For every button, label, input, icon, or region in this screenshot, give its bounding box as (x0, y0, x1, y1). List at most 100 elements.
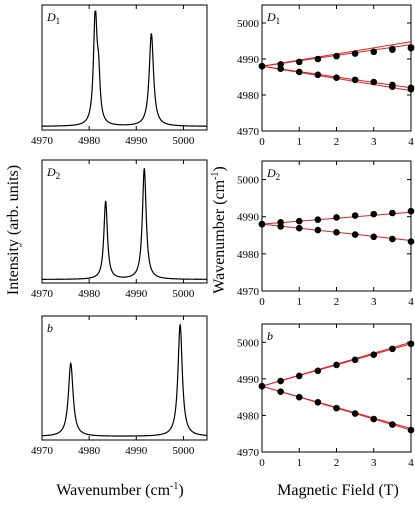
field-panel-3-y-tick-label: 4990 (237, 374, 260, 386)
field-panel-3-x-tick-label: 3 (371, 457, 377, 469)
field-panel-1-x-tick-label: 2 (334, 136, 340, 148)
field-panel-1-x-tick-label: 1 (297, 136, 303, 148)
spectrum-panel-2-x-tick-label: 5000 (172, 288, 195, 300)
field-panel-2-data-point (333, 229, 340, 236)
field-panel-1-data-point (407, 44, 415, 51)
field-panel-1-data-point (314, 71, 322, 79)
field-panel-1-data-point (351, 76, 359, 84)
field-panel-3-data-point (277, 377, 284, 385)
field-panel-2-data-point (351, 231, 359, 238)
field-panel-1-data-point (314, 55, 322, 63)
field-panel-1-data-point (389, 45, 396, 53)
spectrum-panel-2-frame (41, 159, 208, 284)
left-x-axis-title-end: ) (178, 482, 183, 499)
field-panel-2-label-subscript: 2 (276, 172, 281, 182)
panels: 4970 4980 4990 5000 D1 4970 4980 4990 5000 D2 4970… (31, 4, 415, 469)
field-panel-3-y-tick-label: 4980 (237, 410, 260, 422)
field-panel-1-x-tick-label: 4 (408, 136, 414, 148)
field-panel-2-label: D2 (266, 166, 280, 182)
field-panel-2-data-point (333, 214, 340, 221)
spectrum-panel-3-x-tick-label: 4980 (78, 445, 101, 457)
field-panel-3-data-point (333, 361, 340, 369)
field-panel-2-frame (261, 160, 412, 292)
left-y-axis-title: Intensity (arb. units) (5, 165, 22, 295)
field-panel-3-label: b (267, 329, 273, 343)
spectrum-panel-1-x-tick-label: 4980 (78, 135, 101, 147)
right-x-axis-title: Magnetic Field (T) (277, 482, 399, 499)
field-panel-1-label-subscript: 1 (276, 16, 281, 26)
spectrum-panel-2-label: D2 (46, 165, 60, 181)
field-panel-3-data-point (407, 426, 415, 434)
spectrum-panel-2-x-tick-label: 4990 (125, 288, 148, 300)
spectrum-panel-1-x-tick-label: 4970 (31, 135, 54, 147)
field-panel-3-data-point (333, 404, 340, 412)
field-panel-1-data-point (370, 78, 378, 86)
field-panel-2-data-point (370, 210, 378, 218)
field-panel-1-data-point (370, 48, 378, 56)
field-panel-3-data-point (389, 345, 396, 353)
field-panel-2-y-tick-label: 5000 (237, 175, 260, 187)
field-panel-2-data-point (277, 223, 284, 230)
field-panel-2-data-point (295, 217, 303, 225)
field-panel-3-data-point (407, 340, 415, 348)
field-panel-3-data-point (351, 410, 359, 417)
field-panel-1-data-point (258, 62, 266, 70)
field-panel-1-data-point (407, 85, 415, 93)
field-panel-2-data-point (370, 233, 378, 241)
field-panel-3-x-tick-label: 1 (297, 457, 303, 469)
field-panel-3-data-point (277, 388, 284, 395)
field-panel-2-y-tick-label: 4980 (237, 249, 260, 261)
spectrum-panel-3-x-tick-label: 5000 (172, 445, 195, 457)
field-panel-2-y-tick-label: 4990 (237, 212, 260, 224)
spectrum-panel-2-label-subscript: 2 (56, 171, 61, 181)
field-panel-2-x-tick-label: 1 (297, 296, 303, 308)
spectrum-panel-3-spectrum-line (41, 323, 208, 437)
field-panel-1-frame (261, 4, 412, 132)
spectrum-panel-1-frame (41, 4, 208, 131)
field-panel-3-data-point (314, 367, 322, 375)
field-panel-2-x-tick-label: 2 (334, 296, 340, 308)
left-x-axis-title-sup: -1 (170, 481, 178, 492)
field-panel-2-data-point (389, 209, 396, 217)
spectrum-panel-3-x-tick-label: 4970 (31, 445, 54, 457)
field-panel-1-y-tick-label: 5000 (237, 18, 260, 30)
spectrum-panel-1-x-tick-label: 4990 (125, 135, 148, 147)
spectrum-panel-1-spectrum-line (42, 10, 208, 127)
right-y-axis-title: Wavenumber (cm-1) (210, 166, 228, 293)
left-x-axis-title-base: Wavenumber (cm (56, 482, 170, 499)
field-panel-2-data-point (314, 216, 322, 223)
field-panel-3-data-point (351, 356, 359, 364)
field-panel-1-label: D1 (266, 10, 280, 26)
spectrum-panel-3-label: b (47, 321, 53, 335)
field-panel-3-data-point (314, 398, 322, 406)
field-panel-1-y-tick-label: 4970 (237, 126, 260, 138)
spectrum-panel-3-frame (41, 315, 208, 441)
spectrum-panel-1-label: D1 (46, 10, 60, 26)
field-panel-1-x-tick-label: 3 (371, 136, 377, 148)
field-panel-3-data-point (258, 382, 266, 390)
field-panel-3-data-point (370, 351, 378, 359)
spectrum-panel-2-spectrum-line (42, 168, 208, 280)
field-panel-3-y-tick-label: 5000 (237, 337, 260, 349)
field-panel-2-data-point (351, 212, 359, 219)
field-panel-3-data-point (295, 372, 303, 380)
field-panel-3-data-point (389, 421, 396, 428)
field-panel-1-data-point (333, 74, 340, 82)
spectrum-panel-2-x-tick-label: 4970 (31, 288, 54, 300)
field-panel-2-x-tick-label: 3 (371, 296, 377, 308)
field-panel-3-y-tick-label: 4970 (237, 447, 260, 459)
left-x-axis-title: Wavenumber (cm-1) (56, 481, 183, 499)
field-panel-1-data-point (389, 83, 396, 91)
field-panel-3-data-point (370, 415, 378, 423)
right-y-axis-title-end: ) (211, 166, 228, 171)
field-panel-1-y-tick-label: 4990 (237, 54, 260, 66)
spectrum-panel-2-x-tick-label: 4980 (78, 288, 101, 300)
field-panel-3-frame (261, 323, 412, 453)
spectrum-panel-1-x-tick-label: 5000 (172, 135, 195, 147)
field-panel-2-x-tick-label: 0 (259, 296, 265, 308)
right-y-axis-title-base: Wavenumber (cm (211, 179, 228, 293)
field-panel-2-data-point (258, 220, 266, 228)
field-panel-2-data-point (389, 235, 396, 243)
field-panel-3-x-tick-label: 2 (334, 457, 340, 469)
field-panel-2-y-tick-label: 4970 (237, 286, 260, 298)
